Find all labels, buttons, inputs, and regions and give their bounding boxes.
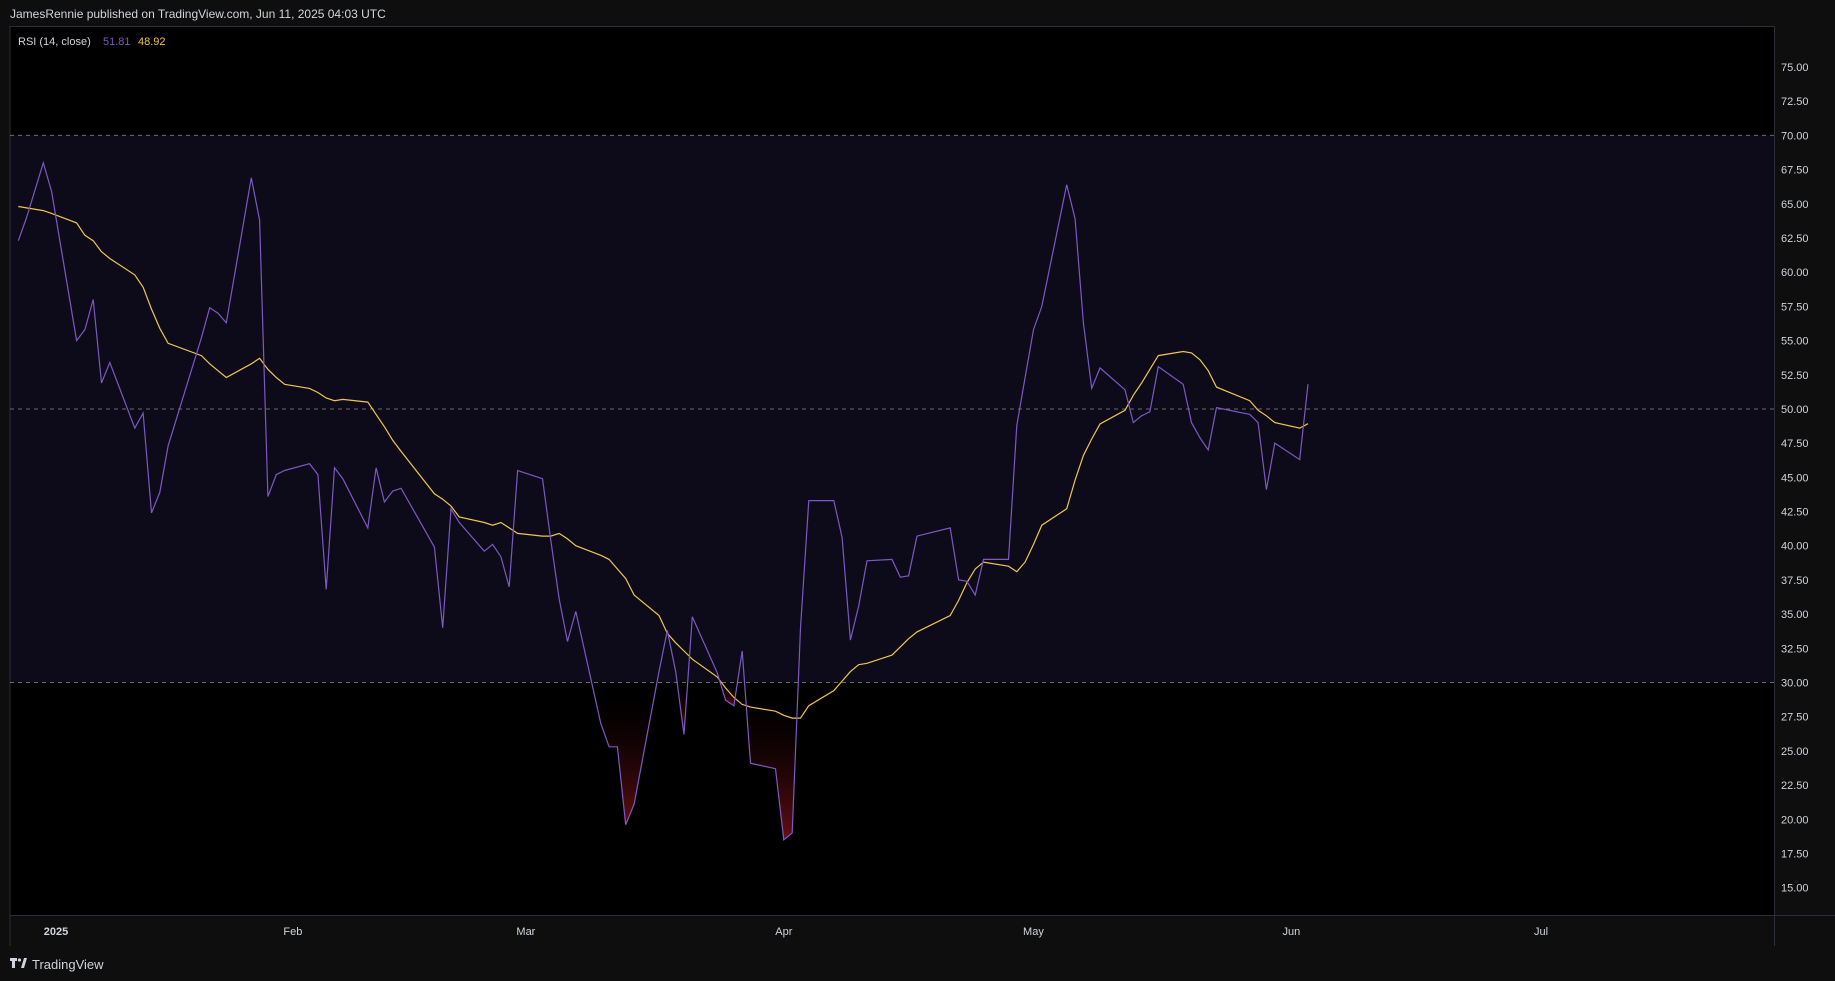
- time-axis[interactable]: 2025 Feb Mar Apr May Jun Jul: [44, 926, 1548, 938]
- legend-rsi-value: 51.81: [103, 36, 131, 48]
- y-tick-label: 67.50: [1781, 165, 1809, 177]
- chart-frame: 75.00 72.50 70.00 67.50 65.00 62.50 60.00 57.50…: [0, 26, 1835, 946]
- legend-ma-value: 48.92: [138, 36, 166, 48]
- y-tick-label: 75.00: [1781, 62, 1809, 74]
- oversold-area-4: [744, 682, 799, 840]
- y-tick-label: 20.00: [1781, 814, 1809, 826]
- y-tick-label: 22.50: [1781, 780, 1809, 792]
- y-tick-label: 17.50: [1781, 848, 1809, 860]
- y-tick-label: 32.50: [1781, 643, 1809, 655]
- footer-brand: TradingView: [32, 956, 104, 972]
- legend-label: RSI (14, close): [18, 36, 91, 48]
- x-tick-label: Mar: [516, 926, 535, 938]
- rsi-line: [17, 160, 1309, 841]
- rsi-chart[interactable]: 75.00 72.50 70.00 67.50 65.00 62.50 60.00 57.50…: [0, 26, 1835, 946]
- tradingview-logo-icon: [10, 955, 27, 973]
- y-tick-label: 57.50: [1781, 301, 1809, 313]
- y-tick-label: 60.00: [1781, 267, 1809, 279]
- x-tick-label: May: [1023, 926, 1044, 938]
- legend[interactable]: RSI (14, close) 51.81 48.92: [18, 36, 166, 48]
- publish-info: JamesRennie published on TradingView.com…: [10, 7, 386, 21]
- y-tick-label: 25.00: [1781, 746, 1809, 758]
- reference-lines: [10, 134, 1774, 683]
- y-tick-label: 37.50: [1781, 575, 1809, 587]
- y-tick-label: 72.50: [1781, 96, 1809, 108]
- y-tick-label: 45.00: [1781, 472, 1809, 484]
- series-layer: [17, 160, 1309, 841]
- x-tick-label: Jul: [1534, 926, 1548, 938]
- x-tick-label: Feb: [283, 926, 302, 938]
- oversold-fill: [591, 682, 799, 840]
- footer[interactable]: TradingView: [10, 955, 104, 973]
- y-tick-label: 35.00: [1781, 609, 1809, 621]
- y-tick-label: 62.50: [1781, 233, 1809, 245]
- y-tick-label: 27.50: [1781, 712, 1809, 724]
- y-tick-label: 15.00: [1781, 883, 1809, 895]
- oversold-area-2: [677, 682, 688, 735]
- y-tick-label: 52.50: [1781, 370, 1809, 382]
- oversold-area-1: [591, 682, 657, 825]
- x-tick-label: Apr: [775, 926, 792, 938]
- y-tick-label: 65.00: [1781, 199, 1809, 211]
- y-tick-label: 55.00: [1781, 336, 1809, 348]
- y-tick-label: 70.00: [1781, 130, 1809, 142]
- y-tick-label: 42.50: [1781, 507, 1809, 519]
- y-tick-label: 47.50: [1781, 438, 1809, 450]
- y-tick-label: 30.00: [1781, 677, 1809, 689]
- rsi-ma-line: [18, 205, 1309, 719]
- oversold-area-3: [720, 682, 738, 706]
- y-tick-label: 50.00: [1781, 404, 1809, 416]
- price-axis[interactable]: 75.00 72.50 70.00 67.50 65.00 62.50 60.00 57.50…: [1781, 62, 1809, 895]
- x-tick-label: Jun: [1283, 926, 1301, 938]
- y-tick-label: 40.00: [1781, 541, 1809, 553]
- x-tick-label: 2025: [44, 926, 68, 938]
